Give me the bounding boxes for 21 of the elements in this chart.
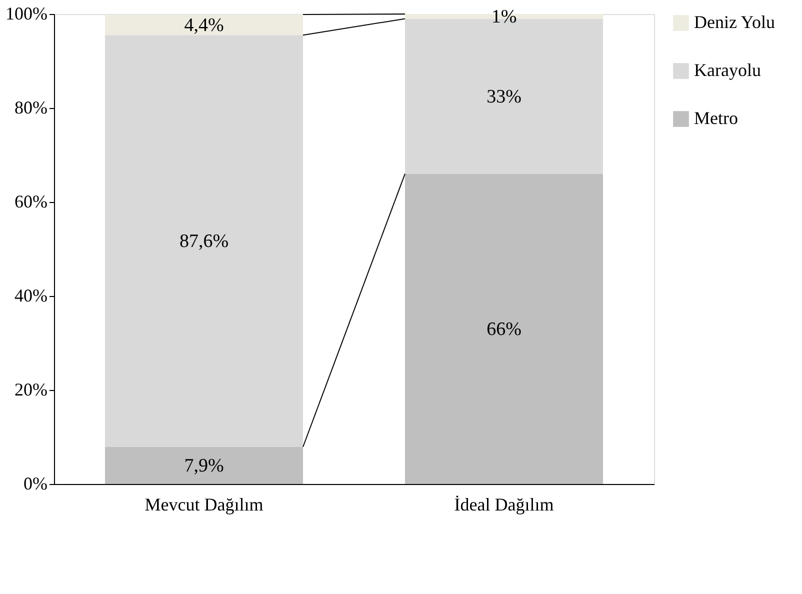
data-label: 33% <box>486 86 522 108</box>
y-tick-label: 20% <box>14 380 48 400</box>
data-label: 87,6% <box>179 231 229 252</box>
y-tick-label: 100% <box>6 4 48 24</box>
y-tick-label: 0% <box>24 474 48 494</box>
data-label: 1% <box>491 6 517 28</box>
legend-label: Metro <box>694 108 738 128</box>
legend-label: Karayolu <box>694 60 761 80</box>
bar <box>405 174 603 484</box>
bar <box>105 446 303 484</box>
bar <box>105 14 303 36</box>
data-label: 7,9% <box>184 455 224 476</box>
legend-label: Deniz Yolu <box>694 12 776 32</box>
data-label: 66% <box>486 318 522 340</box>
y-tick-label: 60% <box>14 192 48 212</box>
bar <box>105 35 303 447</box>
x-tick-label: İdeal Dağılım <box>454 494 554 514</box>
y-tick-label: 40% <box>14 286 48 306</box>
y-tick-label: 80% <box>14 98 48 118</box>
data-label: 4,4% <box>184 14 224 36</box>
x-tick-label: Mevcut Dağılım <box>144 494 264 514</box>
